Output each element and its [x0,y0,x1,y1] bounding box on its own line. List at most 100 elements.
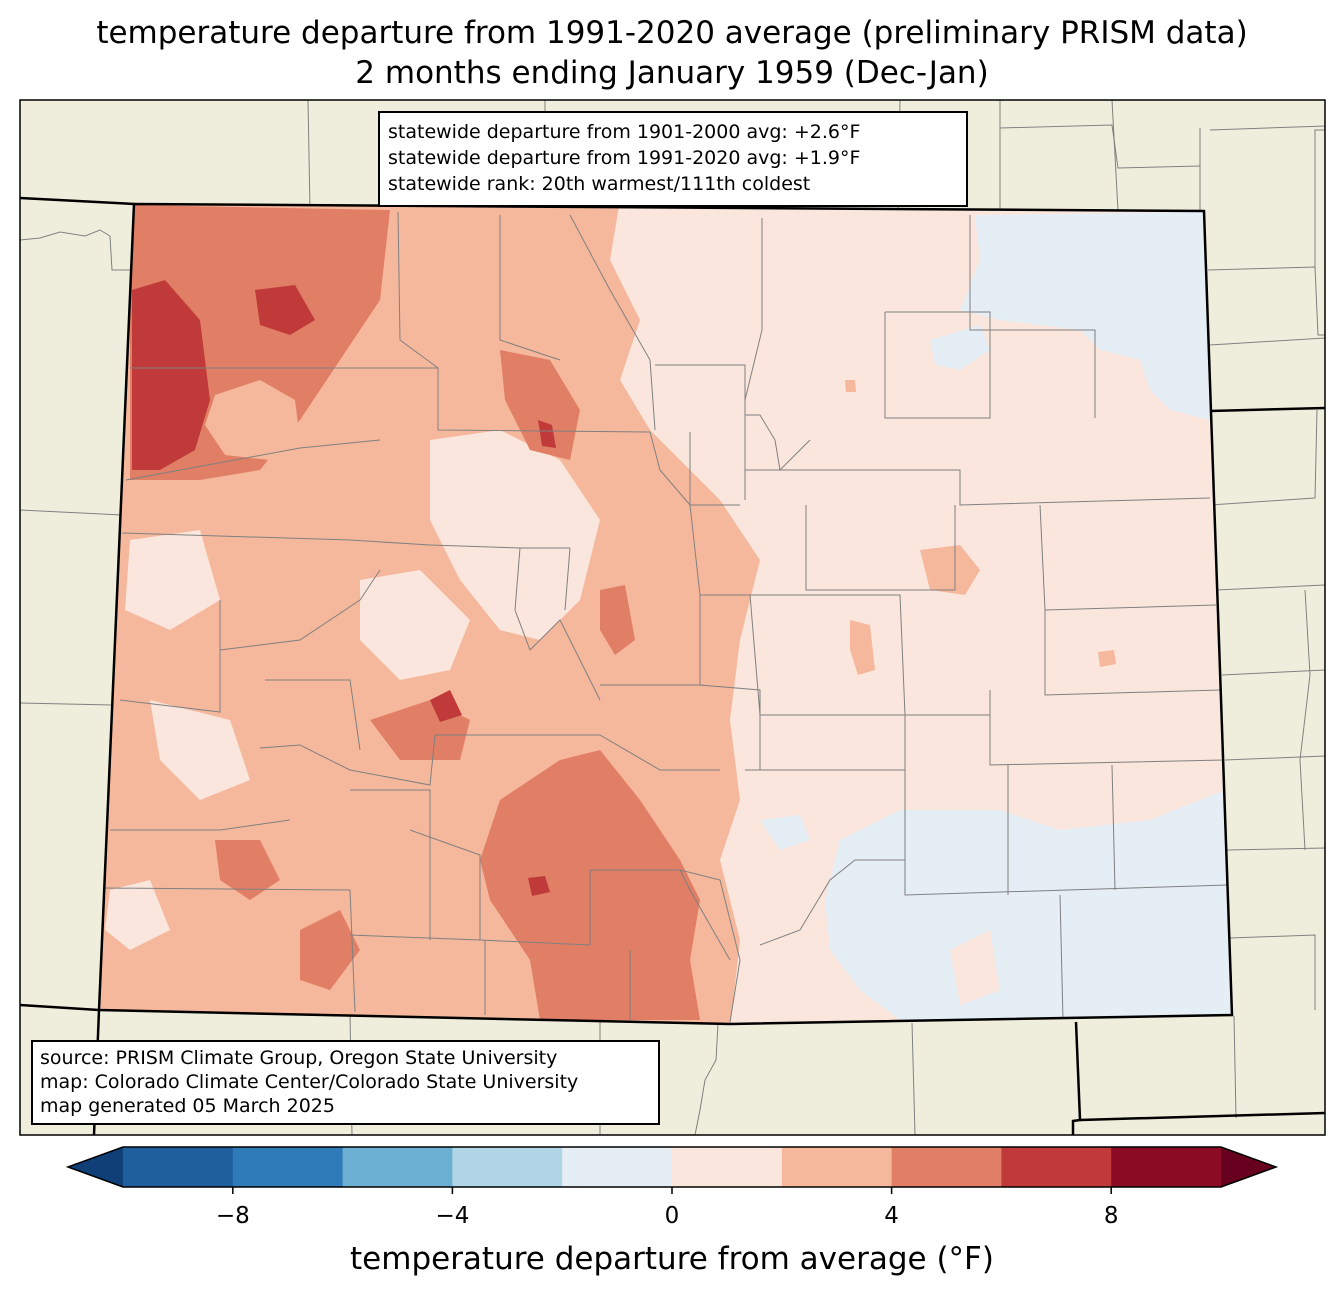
county-line-18 [904,715,1231,896]
anomaly-zone-neutral-west-5 [125,530,220,630]
colorbar-bin [452,1147,563,1187]
map-title-line-2: 2 months ending January 1959 (Dec-Jan) [355,55,989,91]
colorbar-tick-label: 4 [884,1203,899,1229]
county-line-4 [397,211,439,369]
anomaly-zone-neutral-west-1 [430,430,600,640]
colorbar-bin [891,1147,1002,1187]
county-line-25 [259,734,600,786]
county-line-44 [745,414,811,472]
county-line-12 [805,505,956,591]
county-line-5 [499,215,561,361]
anomaly-zone-warm-2-4-east-1 [920,545,980,595]
county-line-23 [219,569,381,651]
anomaly-zone-warm-6-8-north-patch-2 [538,420,556,448]
colorbar-bin [232,1147,344,1187]
anomaly-zone-warm-2-4-east-2 [1098,650,1116,667]
county-line-22 [119,600,221,713]
colorbar-outline [65,1146,1279,1188]
anomaly-zone-warm-4-6-north-central [500,350,580,460]
ut-county-line-1 [20,229,133,271]
colorbar-label: temperature departure from average (°F) [350,1241,994,1277]
stats-rank: statewide rank: 20th warmest/111th colde… [388,173,811,195]
county-line-37 [679,869,741,1023]
county-line-6 [569,214,656,431]
nm-border [20,1003,100,1012]
statewide-stats-box: statewide departure from 1901-2000 avg: … [378,111,968,207]
anomaly-zone-neutral-southeast [950,930,1000,1005]
anomaly-zone-warm-4-6-san-juan [300,910,360,990]
county-line-21 [1059,894,1064,1021]
colorbar-bin [342,1147,453,1187]
county-line-8 [744,218,763,500]
county-line-3 [121,532,570,549]
colorbar-tick-label: −4 [435,1203,470,1229]
colorbar [65,1146,1279,1194]
anomaly-zone-warm-2-4-east-3 [845,380,856,392]
wy-ut-border [20,196,135,206]
colorbar-tick-label: −8 [215,1203,250,1229]
ut-county-line-2 [20,509,123,516]
wy-county-line-1 [307,100,311,211]
colorbar-bin [672,1147,783,1187]
ks-county-line-1 [1209,409,1318,506]
ne-county-line-7 [1209,337,1325,346]
ne-border [1209,406,1325,413]
anomaly-zone-warm-2-4-east-4 [850,620,875,675]
ks-county-line-2 [1215,584,1325,591]
nm-county-line-4 [911,1022,916,1135]
colorbar-tick-label: 8 [1103,1203,1119,1229]
ks-county-line-4 [1224,755,1325,761]
stats-departure-1991-2020: statewide departure from 1991-2020 avg: … [388,147,861,169]
colorbar-tick-label: 0 [664,1203,680,1229]
county-line-29 [349,829,481,941]
ne-county-line-2 [1111,100,1119,212]
county-line-10 [969,215,1096,418]
ne-county-line-6 [1207,266,1325,336]
county-line-38 [679,869,731,961]
map-title-line-1: temperature departure from 1991-2020 ave… [96,15,1248,51]
ne-county-line-3 [999,124,1201,169]
colorbar-bin [562,1147,673,1187]
ne-county-line-8 [1314,129,1325,267]
county-line-9 [884,311,991,419]
colorbar-bin [781,1147,893,1187]
colorbar-bin [1111,1147,1222,1187]
ut-county-line-3 [20,702,113,706]
ok-border [1071,1021,1082,1135]
county-line-40 [514,547,601,701]
colorbar-bin [1001,1147,1112,1187]
anomaly-zone-warm-6-8-northwest [132,280,210,470]
anomaly-zone-neutral-west-4 [105,880,170,950]
ks-county-line-3 [1221,669,1325,676]
nm-county-line-3 [694,1023,719,1135]
county-line-43 [689,432,701,596]
ok-kansas-border [1079,1111,1325,1122]
anomaly-zone-warm-6-8-sangre [528,876,550,896]
county-line-27 [104,887,356,1013]
county-line-14 [700,594,990,716]
map-frame [19,99,1326,1136]
colorado-state-border [97,202,1234,1026]
colorbar-extend-high [1221,1147,1276,1187]
ks-county-line-5 [1226,847,1325,851]
credits-source: source: PRISM Climate Group, Oregon Stat… [40,1047,558,1069]
stats-departure-1901-2000: statewide departure from 1901-2000 avg: … [388,121,861,143]
county-line-41 [564,547,571,611]
anomaly-zone-warm-2-4-northwest-ring [205,380,300,460]
anomaly-zone-cool-northeast [960,212,1210,420]
ks-county-line-6 [1229,934,1316,1010]
county-line-19 [1111,764,1116,891]
anomaly-zone-warm-6-8-central [430,690,462,722]
county-line-11 [745,469,1211,506]
anomaly-zone-cool-northeast-patch [930,325,990,370]
county-line-33 [599,734,720,771]
ks-county-line-7 [1299,589,1311,851]
ok-county-line-1 [1233,1015,1237,1119]
county-line-26 [110,819,291,831]
county-line-17 [989,690,1226,766]
anomaly-zone-cool-southeast-patch [760,815,810,850]
county-line-30 [479,869,680,946]
colorbar-extend-low [68,1147,123,1187]
anomaly-zone-warm-4-6-sw-patch [215,840,280,900]
